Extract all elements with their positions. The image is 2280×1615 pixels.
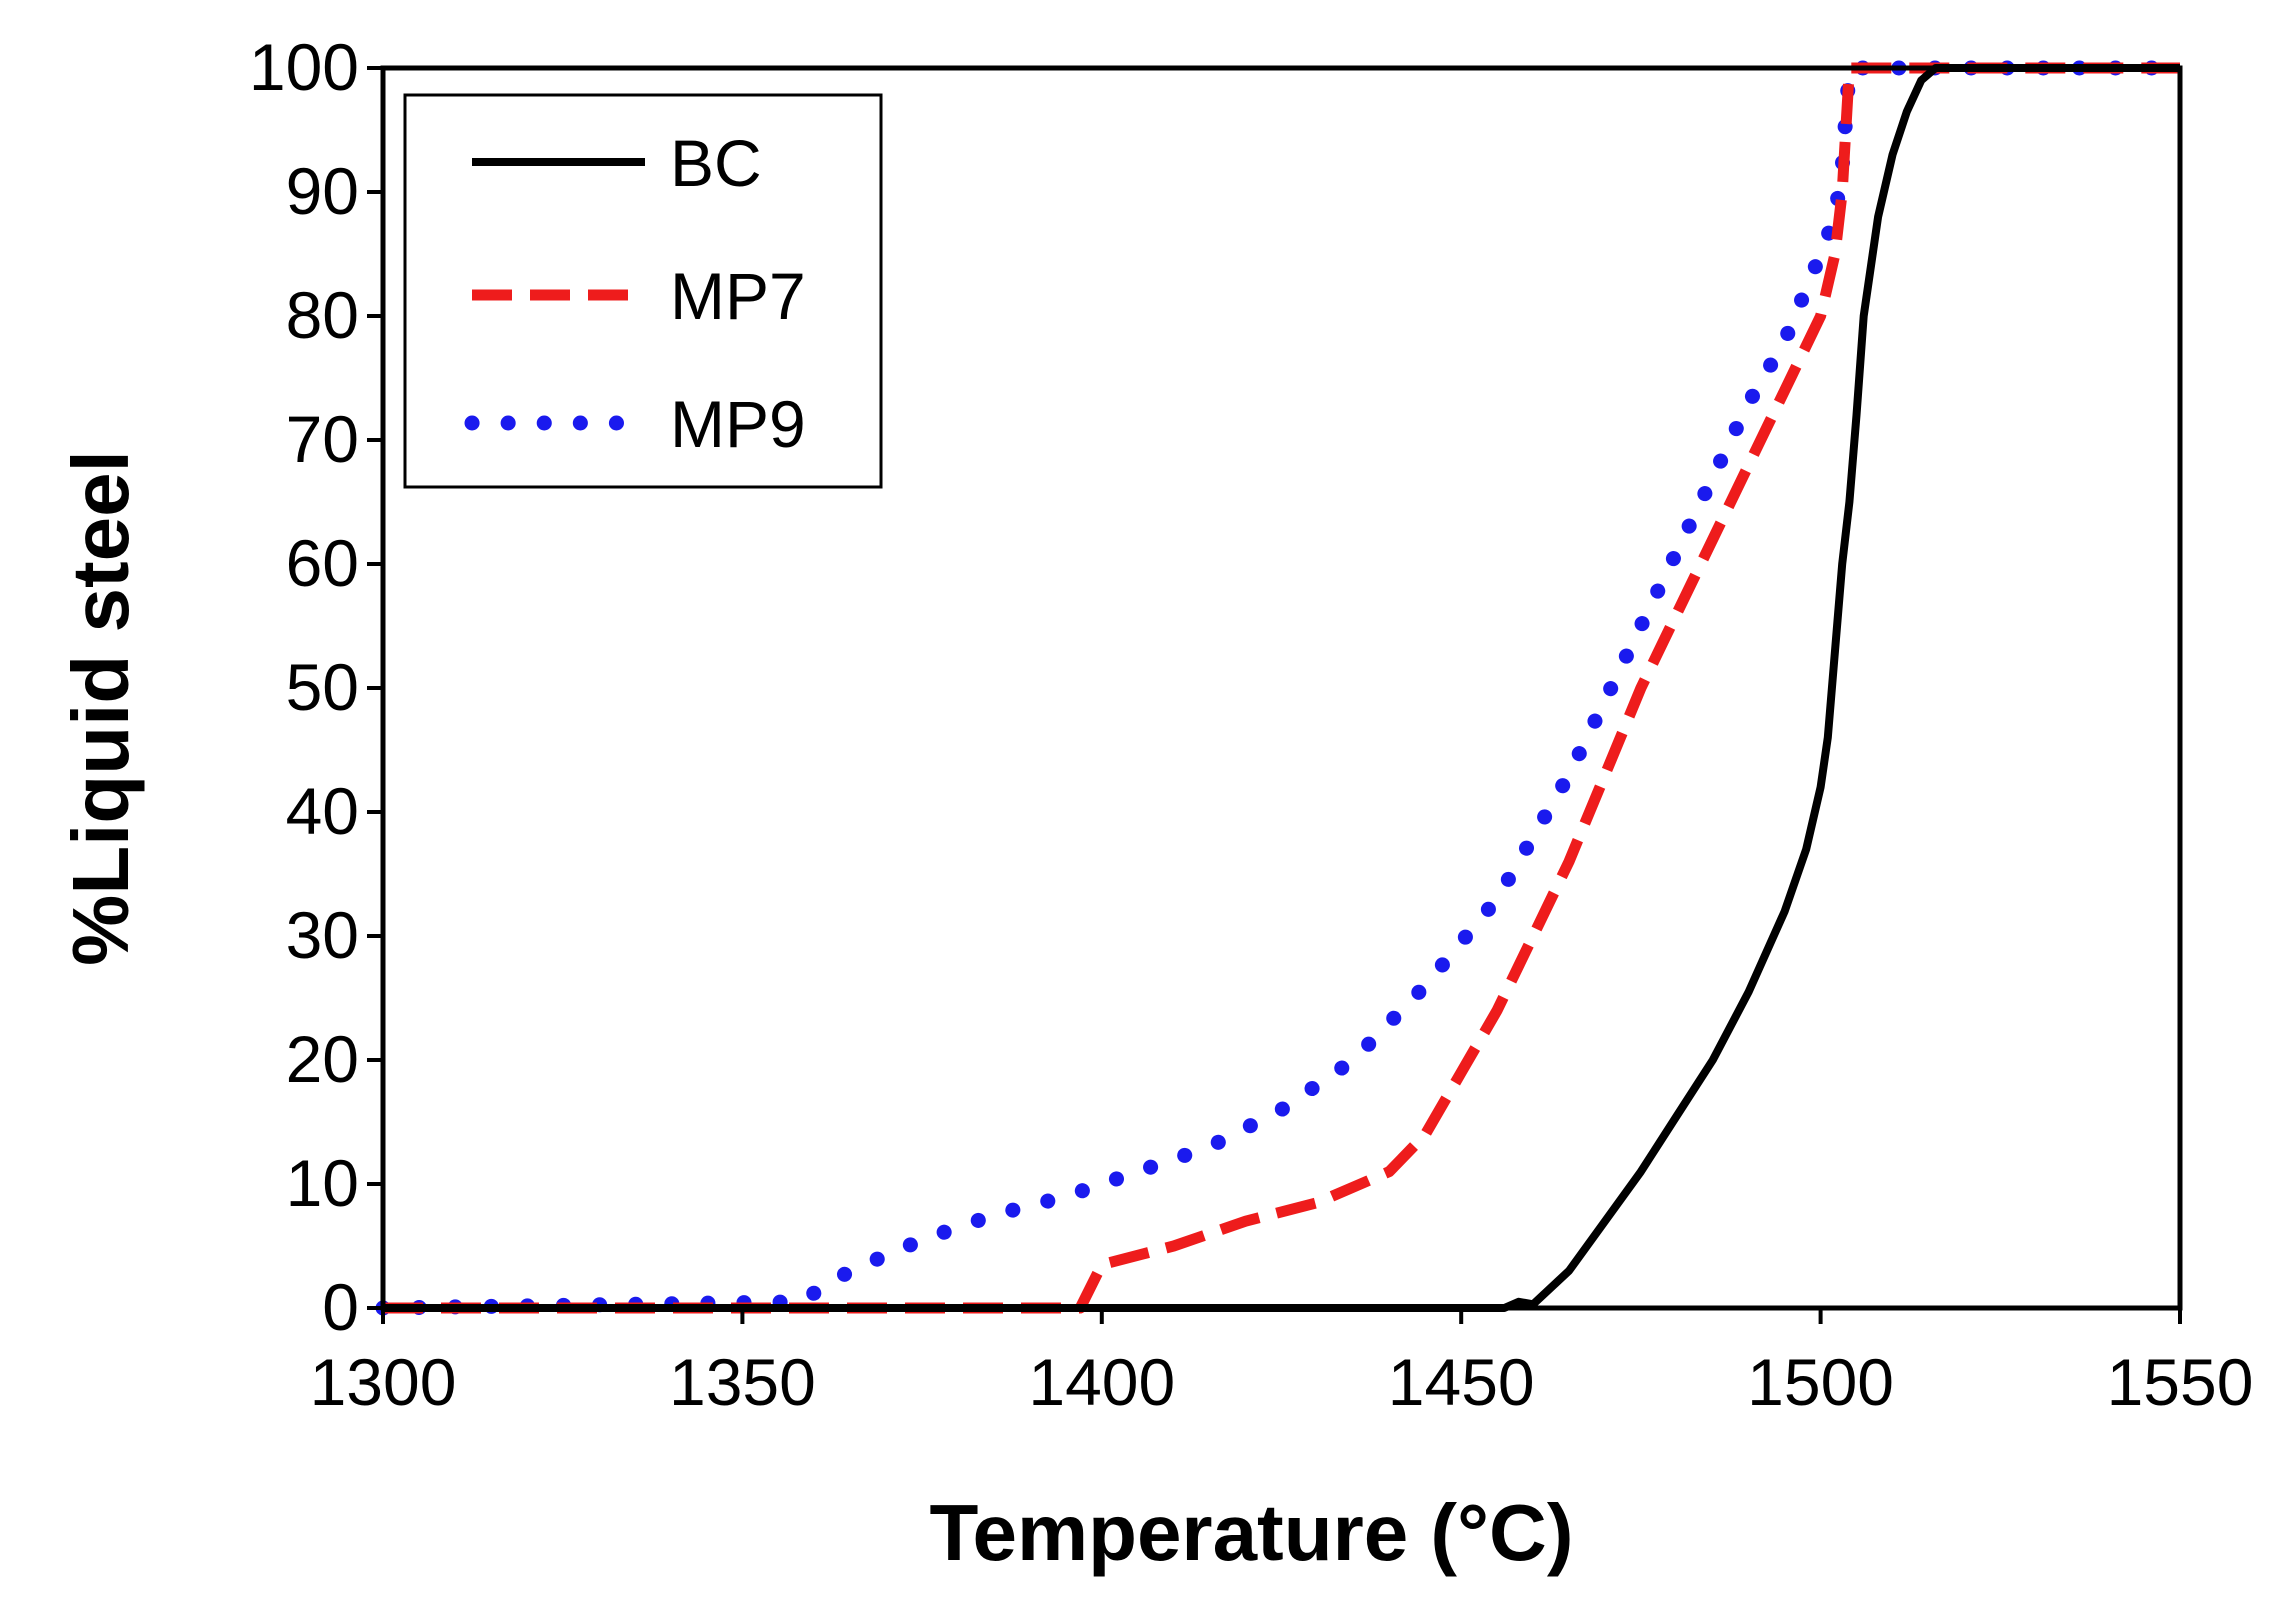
y-tick-label: 90 xyxy=(286,154,359,228)
y-tick-label: 20 xyxy=(286,1022,359,1096)
series-layer xyxy=(375,60,2188,1316)
legend-label-mp9: MP9 xyxy=(670,387,806,461)
y-tick-label: 70 xyxy=(286,402,359,476)
x-axis-title: Temperature (°C) xyxy=(930,1488,1574,1577)
y-tick-label: 60 xyxy=(286,526,359,600)
ticks-layer: 0 10 20 30 40 50 60 70 80 90 100 1300 1350 1400 1450 15… xyxy=(249,30,2254,1419)
y-tick-label: 100 xyxy=(249,30,359,104)
x-tick-label: 1300 xyxy=(310,1345,457,1419)
series-line-bc xyxy=(383,64,2180,1312)
y-tick-label: 30 xyxy=(286,898,359,972)
y-tick-label: 50 xyxy=(286,650,359,724)
legend-label-bc: BC xyxy=(670,126,762,200)
legend: BC MP7 MP9 xyxy=(403,93,883,489)
y-tick-label: 0 xyxy=(322,1270,359,1344)
x-tick-label: 1500 xyxy=(1747,1345,1894,1419)
y-tick-label: 10 xyxy=(286,1146,359,1220)
y-tick-label: 80 xyxy=(286,278,359,352)
x-tick-label: 1550 xyxy=(2107,1345,2254,1419)
y-tick-label: 40 xyxy=(286,774,359,848)
x-tick-label: 1400 xyxy=(1028,1345,1175,1419)
y-axis-title: %Liquid steel xyxy=(56,450,145,966)
legend-label-mp7: MP7 xyxy=(670,259,806,333)
x-tick-label: 1450 xyxy=(1388,1345,1535,1419)
x-tick-label: 1350 xyxy=(669,1345,816,1419)
series-line-mp7 xyxy=(383,62,2180,1314)
